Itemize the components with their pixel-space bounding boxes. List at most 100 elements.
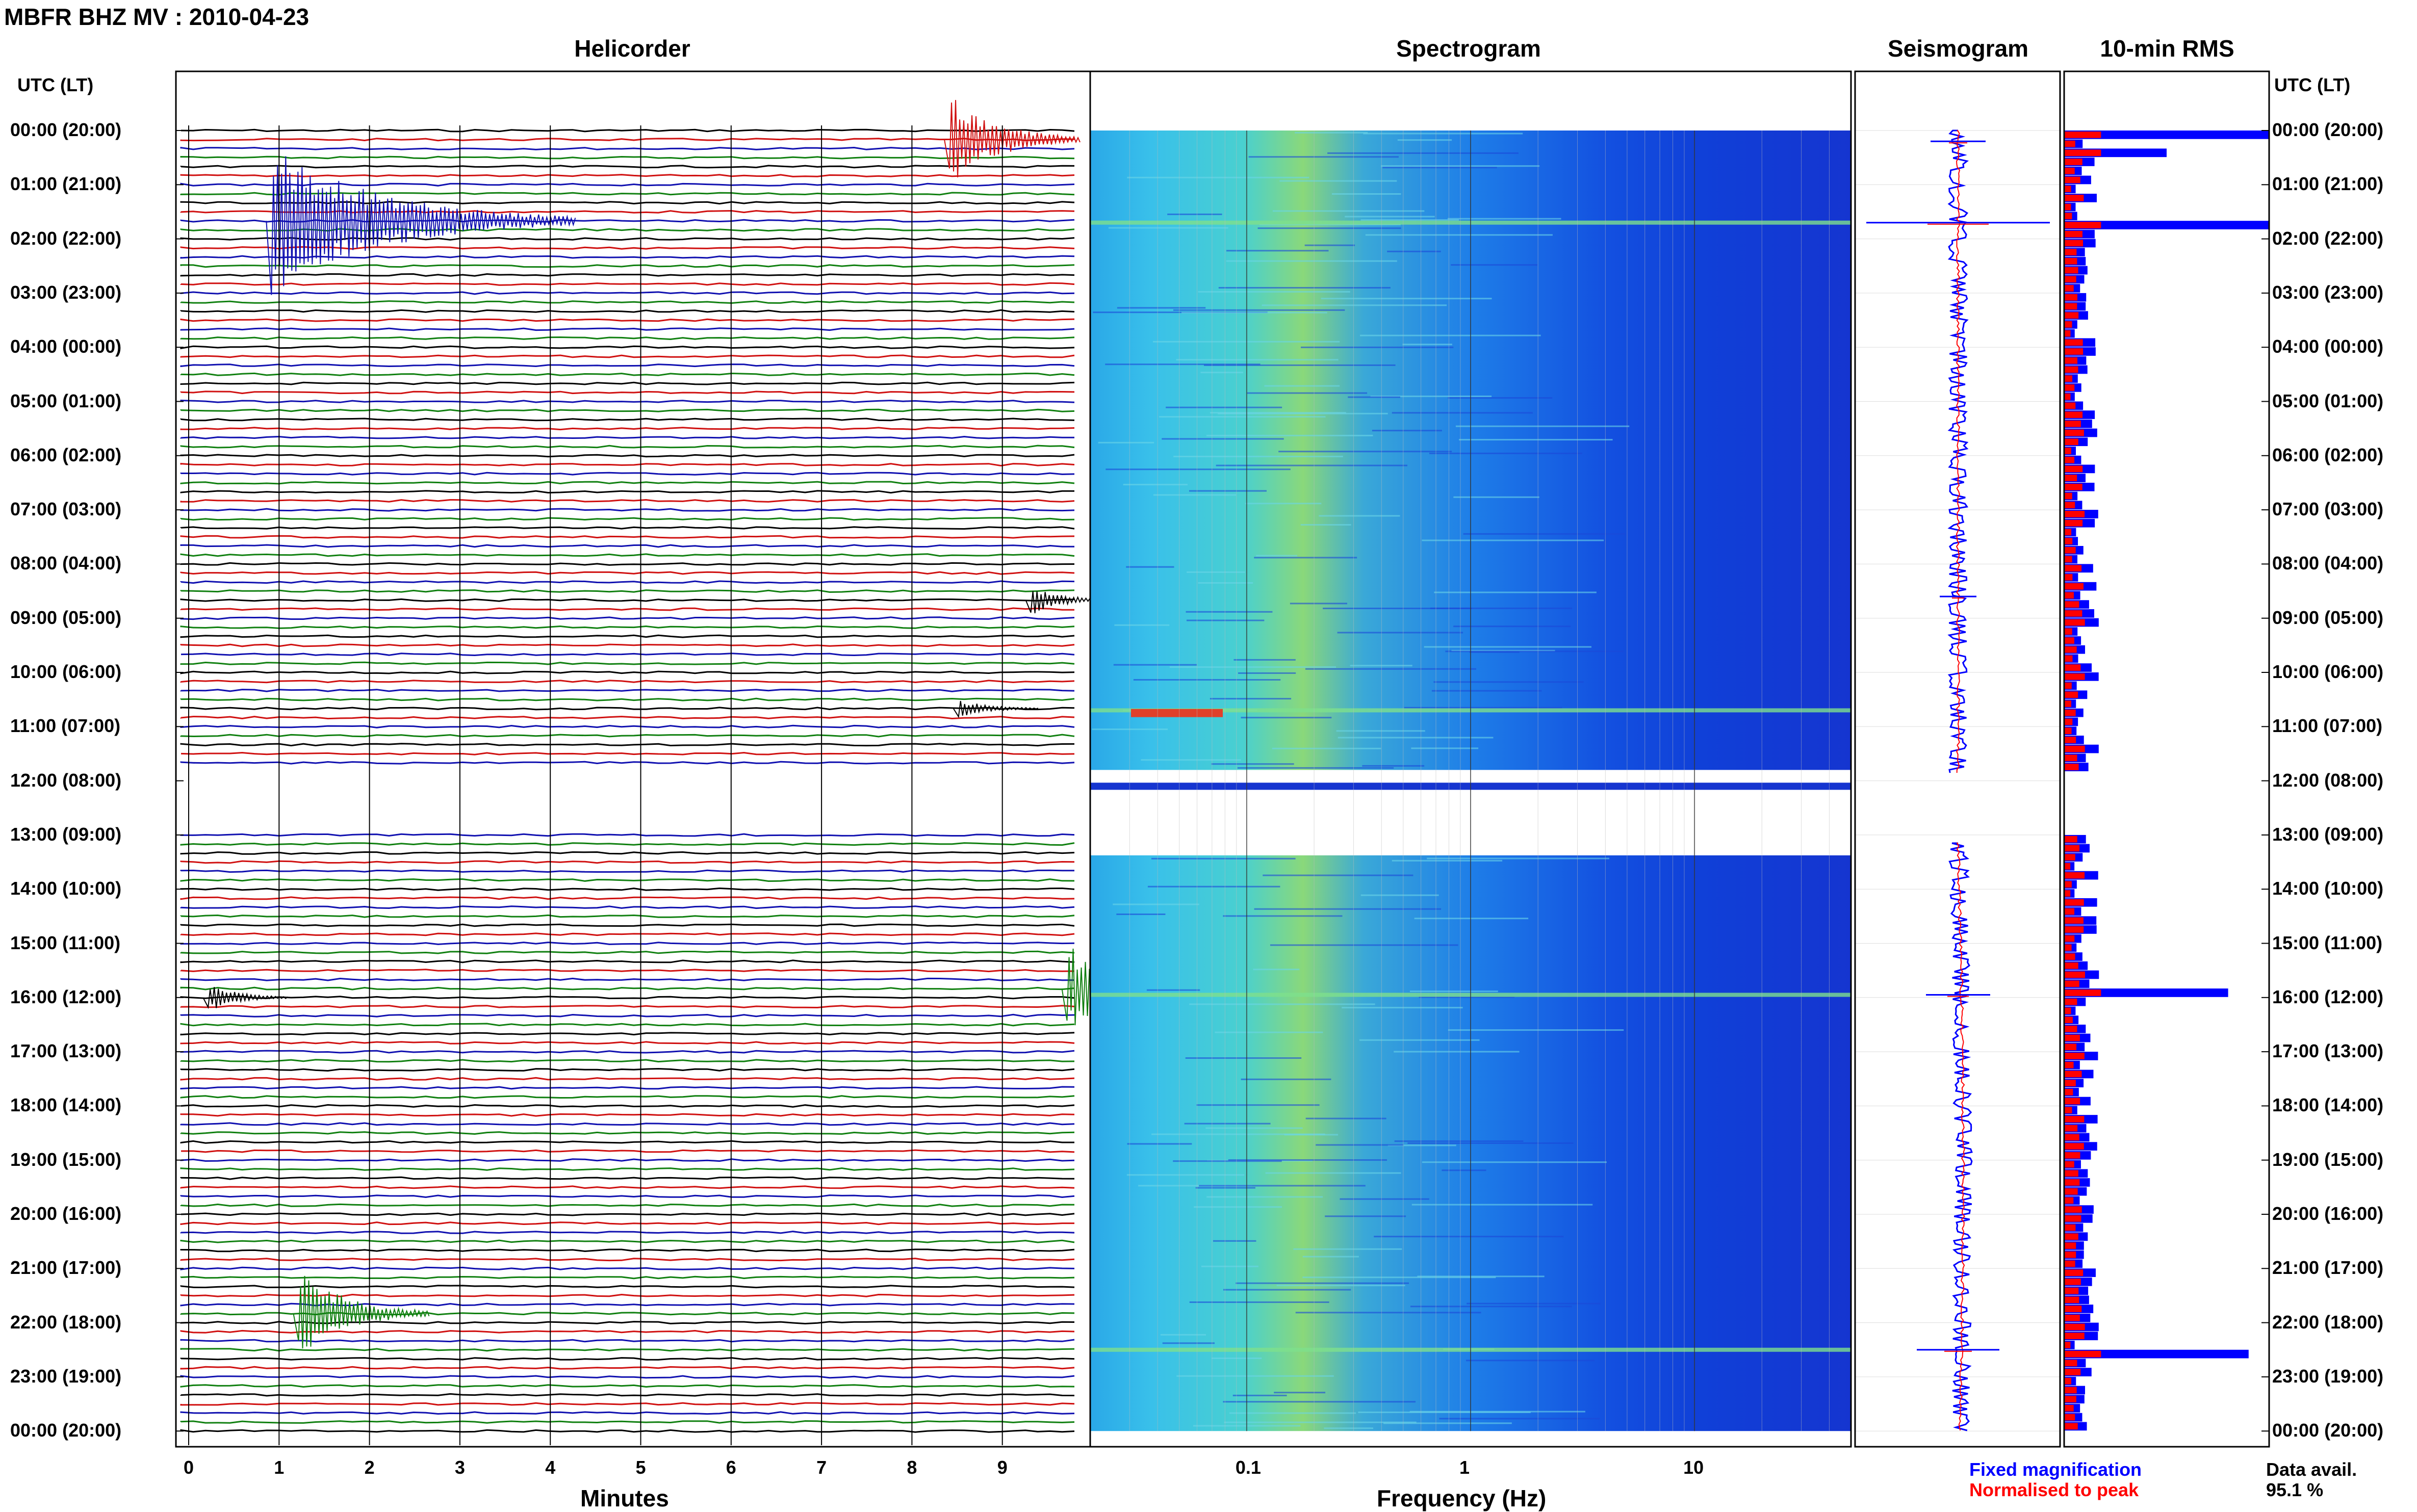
spectrogram-texture xyxy=(1176,359,1339,361)
rms-bar-normalised xyxy=(2064,1396,2076,1403)
time-label-left: 04:00 (00:00) xyxy=(10,336,122,357)
helicorder-trace xyxy=(180,1013,1075,1018)
helicorder-tick: 2 xyxy=(364,1457,375,1478)
spectrogram-texture xyxy=(1327,152,1519,154)
helicorder-trace xyxy=(180,1420,1075,1424)
time-label-right: 06:00 (02:00) xyxy=(2272,444,2384,465)
spectrogram-texture xyxy=(1196,1104,1320,1106)
spectrogram-texture xyxy=(1113,903,1199,905)
spectrogram-texture xyxy=(1397,139,1452,141)
time-label-left: 06:00 (02:00) xyxy=(10,444,122,465)
rms-bar-normalised xyxy=(2064,1260,2075,1267)
rms-bar-fixed xyxy=(2064,221,2269,229)
helicorder-trace xyxy=(180,1411,1075,1415)
rms-bar-normalised xyxy=(2064,384,2075,391)
spectrogram-texture xyxy=(1169,666,1336,668)
helicorder-trace xyxy=(181,1149,1075,1153)
spectrogram-texture xyxy=(1387,1144,1456,1146)
rms-bar-normalised xyxy=(2064,538,2073,544)
spectrogram-texture xyxy=(1272,210,1425,212)
spectrogram-texture xyxy=(1302,1256,1359,1258)
spectrogram-texture xyxy=(1247,392,1368,394)
time-label-left: 13:00 (09:00) xyxy=(10,823,122,845)
spectrogram-texture xyxy=(1173,1160,1282,1162)
rms-bar-normalised xyxy=(2064,1025,2077,1032)
spectrogram-texture xyxy=(1248,156,1399,158)
helicorder-trace xyxy=(180,851,1075,855)
time-label-left: 12:00 (08:00) xyxy=(10,769,122,791)
spectrogram-texture xyxy=(1265,1172,1401,1174)
spectrogram-texture xyxy=(1216,464,1408,466)
helicorder-trace xyxy=(180,887,1075,891)
spectrogram-texture xyxy=(1453,625,1571,628)
helicorder-trace xyxy=(180,138,1075,142)
rms-bar-normalised xyxy=(2064,276,2076,283)
helicorder-tick: 5 xyxy=(635,1457,646,1478)
spectrogram-texture xyxy=(1439,1418,1600,1420)
rms-bar-normalised xyxy=(2064,492,2072,500)
spectrogram-texture xyxy=(1256,555,1297,557)
helicorder-trace xyxy=(180,1402,1075,1406)
helicorder-trace xyxy=(180,707,1075,711)
spectrogram-texture xyxy=(1422,539,1604,541)
spectrogram-texture xyxy=(1293,1248,1402,1250)
time-label-left: 07:00 (03:00) xyxy=(10,499,122,520)
helicorder-trace xyxy=(181,1104,1075,1108)
rms-bar-normalised xyxy=(2064,610,2082,617)
spectrogram-texture xyxy=(1229,1412,1356,1414)
spectrogram-texture xyxy=(1453,496,1539,498)
rms-bar-normalised xyxy=(2064,1161,2074,1168)
spectrogram-texture xyxy=(1173,309,1345,311)
helicorder-trace xyxy=(180,607,1075,611)
rms-bar-normalised xyxy=(2064,727,2072,735)
spectrogram-texture xyxy=(1241,717,1332,719)
rms-bar-normalised xyxy=(2064,303,2077,310)
spectrogram-texture xyxy=(1407,1142,1574,1144)
helicorder-trace xyxy=(180,354,1075,358)
rms-bar-normalised xyxy=(2064,764,2079,770)
rms-bar-normalised xyxy=(2064,230,2082,238)
spectrogram-texture xyxy=(1184,1123,1271,1125)
helicorder-trace xyxy=(180,183,1075,187)
time-label-left: 01:00 (21:00) xyxy=(10,173,122,195)
spectrogram-texture xyxy=(1147,885,1280,888)
helicorder-trace xyxy=(180,246,1075,250)
helicorder-event xyxy=(293,1275,430,1349)
spectrogram-texture xyxy=(1417,1275,1545,1278)
spectrogram-texture xyxy=(1203,364,1396,366)
spectrogram-texture xyxy=(1198,291,1350,293)
utc-header-right: UTC (LT) xyxy=(2274,74,2351,95)
rms-bar-normalised xyxy=(2064,1269,2084,1276)
spectrogram-texture xyxy=(1363,133,1523,135)
helicorder-trace xyxy=(180,1185,1075,1189)
spectrogram-texture xyxy=(1419,996,1515,998)
spectrogram-texture xyxy=(1215,1031,1323,1033)
helicorder-trace xyxy=(180,1040,1075,1045)
rms-bar-normalised xyxy=(2064,546,2076,554)
helicorder-trace xyxy=(180,237,1075,241)
helicorder-trace xyxy=(180,1221,1074,1226)
rms-bar-normalised xyxy=(2064,448,2071,454)
rms-bar-normalised xyxy=(2064,1206,2082,1213)
spectrogram-texture xyxy=(1305,1117,1386,1119)
rms-bar-normalised xyxy=(2064,159,2082,165)
data-availability-label: Data avail. xyxy=(2266,1459,2357,1480)
rms-bar-normalised xyxy=(2064,1098,2080,1105)
helicorder-trace xyxy=(180,941,1075,945)
spectrogram-texture xyxy=(1427,857,1610,859)
time-label-left: 05:00 (01:00) xyxy=(10,390,122,411)
spectrogram-texture xyxy=(1394,1140,1524,1142)
time-label-left: 14:00 (10:00) xyxy=(10,878,122,899)
helicorder-trace xyxy=(180,905,1075,909)
spectrogram-texture xyxy=(1434,591,1597,593)
rms-bar-normalised xyxy=(2064,1116,2085,1123)
spectrogram-texture xyxy=(1206,1196,1323,1198)
spectrogram-texture xyxy=(1365,234,1553,236)
helicorder-trace xyxy=(180,923,1075,927)
rms-bar-normalised xyxy=(2064,213,2072,220)
spectrogram-texture xyxy=(1123,484,1188,486)
helicorder-trace xyxy=(180,661,1075,665)
spectrogram-texture xyxy=(1359,1039,1480,1041)
time-label-right: 16:00 (12:00) xyxy=(2272,986,2384,1007)
helicorder-trace xyxy=(180,345,1075,349)
